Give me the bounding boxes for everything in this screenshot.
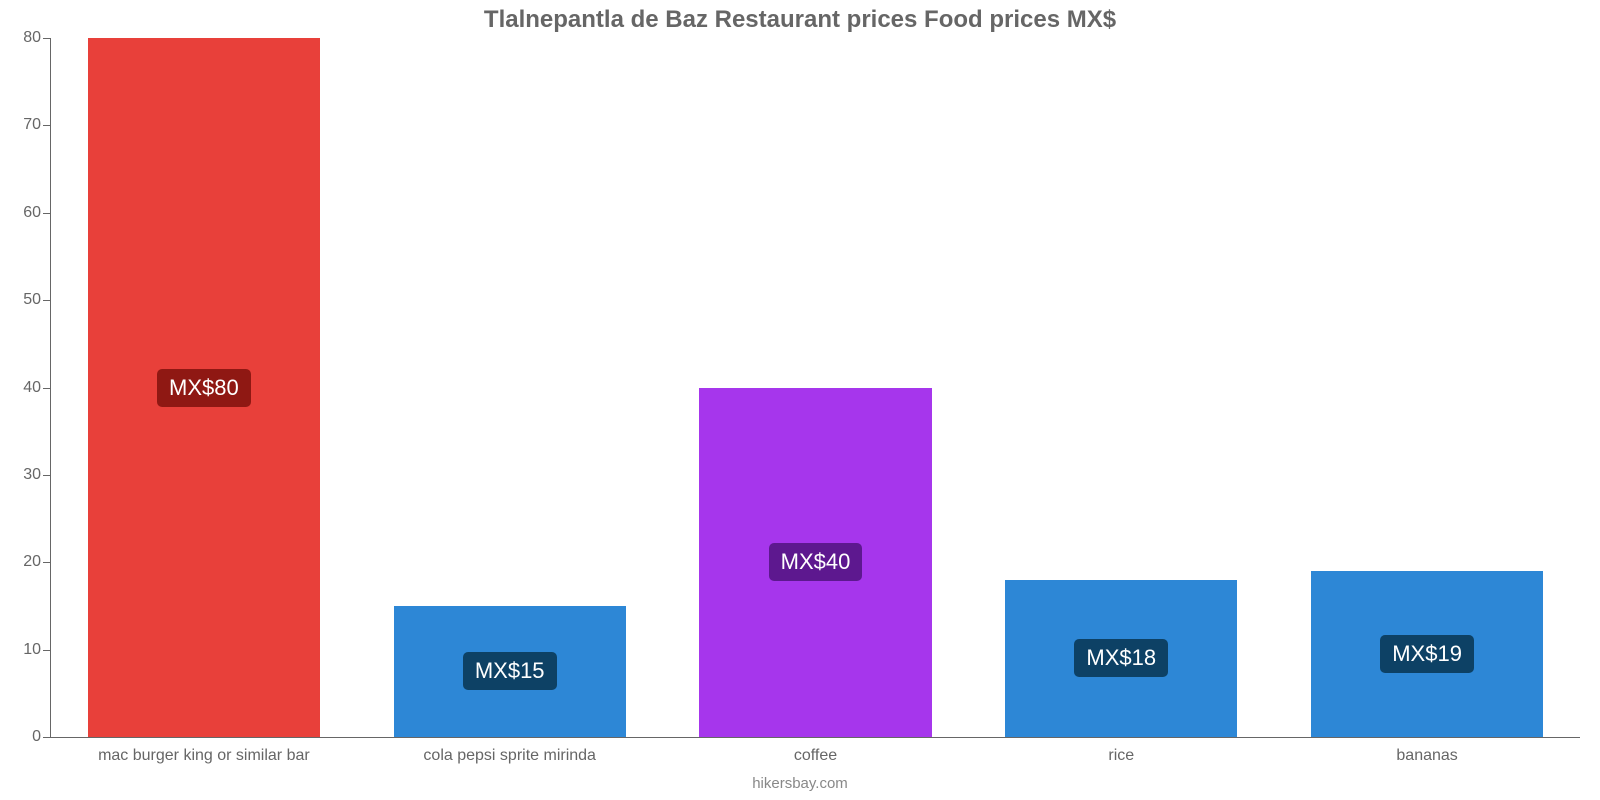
- y-tick-label: 20: [23, 553, 51, 571]
- bar-slot: MX$19: [1274, 38, 1580, 737]
- footer-credit: hikersbay.com: [0, 775, 1600, 792]
- value-tag: MX$40: [769, 543, 863, 581]
- y-tick-label: 40: [23, 379, 51, 397]
- bar: MX$40: [699, 388, 931, 738]
- bars-container: MX$80 MX$15 MX$40 MX$18 MX$19: [51, 38, 1580, 737]
- value-tag: MX$19: [1380, 635, 1474, 673]
- bar: MX$19: [1311, 571, 1543, 737]
- x-axis-label: cola pepsi sprite mirinda: [357, 747, 663, 765]
- y-tick-label: 0: [32, 728, 51, 746]
- bar: MX$18: [1005, 580, 1237, 737]
- plot-area: MX$80MX$15MX$40MX$18MX$19 01020304050607…: [50, 38, 1580, 738]
- chart-area: MX$80MX$15MX$40MX$18MX$19 01020304050607…: [50, 38, 1580, 738]
- bar: MX$15: [394, 606, 626, 737]
- y-tick-label: 10: [23, 641, 51, 659]
- value-tag: MX$15: [463, 652, 557, 690]
- value-tag: MX$80: [157, 369, 251, 407]
- y-tick-label: 70: [23, 116, 51, 134]
- chart-title: Tlalnepantla de Baz Restaurant prices Fo…: [0, 0, 1600, 34]
- y-tick-label: 30: [23, 466, 51, 484]
- y-tick-label: 50: [23, 291, 51, 309]
- x-axis-label: bananas: [1274, 747, 1580, 765]
- bar: MX$80: [88, 38, 320, 737]
- x-axis-label: rice: [968, 747, 1274, 765]
- bar-slot: MX$40: [663, 38, 969, 737]
- y-tick-label: 80: [23, 29, 51, 47]
- bar-slot: MX$18: [968, 38, 1274, 737]
- value-tag: MX$18: [1074, 639, 1168, 677]
- x-axis-label: coffee: [663, 747, 969, 765]
- bar-slot: MX$15: [357, 38, 663, 737]
- x-axis-label: mac burger king or similar bar: [51, 747, 357, 765]
- bar-slot: MX$80: [51, 38, 357, 737]
- x-axis-labels: mac burger king or similar barcola pepsi…: [51, 747, 1580, 765]
- y-tick-label: 60: [23, 204, 51, 222]
